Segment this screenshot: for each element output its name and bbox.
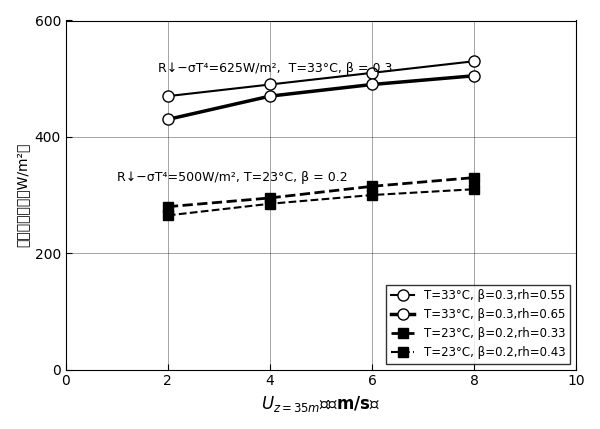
T=23°C, β=0.2,rh=0.33 bbox=[368, 184, 376, 189]
T=23°C, β=0.2,rh=0.43 bbox=[368, 193, 376, 198]
T=23°C, β=0.2,rh=0.33 bbox=[470, 175, 478, 180]
T=23°C, β=0.2,rh=0.43 bbox=[164, 213, 172, 218]
Line: T=33°C, β=0.3,rh=0.55: T=33°C, β=0.3,rh=0.55 bbox=[163, 56, 479, 102]
T=23°C, β=0.2,rh=0.43 bbox=[470, 187, 478, 192]
T=23°C, β=0.2,rh=0.33 bbox=[164, 204, 172, 209]
Line: T=33°C, β=0.3,rh=0.65: T=33°C, β=0.3,rh=0.65 bbox=[163, 70, 479, 125]
Y-axis label: 蒸散の潜熱　（W/m²）: 蒸散の潜熱 （W/m²） bbox=[15, 143, 29, 247]
T=23°C, β=0.2,rh=0.33 bbox=[266, 195, 274, 200]
T=33°C, β=0.3,rh=0.65 bbox=[470, 73, 478, 79]
Line: T=23°C, β=0.2,rh=0.43: T=23°C, β=0.2,rh=0.43 bbox=[163, 184, 479, 220]
T=33°C, β=0.3,rh=0.55 bbox=[164, 94, 172, 99]
X-axis label: $U_{z=35m}$　（m/s）: $U_{z=35m}$ （m/s） bbox=[262, 394, 380, 414]
T=33°C, β=0.3,rh=0.65 bbox=[164, 117, 172, 122]
T=23°C, β=0.2,rh=0.43 bbox=[266, 201, 274, 206]
Text: R↓−σT⁴=500W/m², T=23°C, β = 0.2: R↓−σT⁴=500W/m², T=23°C, β = 0.2 bbox=[117, 171, 347, 184]
Line: T=23°C, β=0.2,rh=0.33: T=23°C, β=0.2,rh=0.33 bbox=[163, 173, 479, 211]
Legend: T=33°C, β=0.3,rh=0.55, T=33°C, β=0.3,rh=0.65, T=23°C, β=0.2,rh=0.33, T=23°C, β=0: T=33°C, β=0.3,rh=0.55, T=33°C, β=0.3,rh=… bbox=[386, 284, 570, 364]
T=33°C, β=0.3,rh=0.55 bbox=[368, 70, 376, 76]
T=33°C, β=0.3,rh=0.55 bbox=[266, 82, 274, 87]
Text: R↓−σT⁴=625W/m²,  T=33°C, β = 0.3: R↓−σT⁴=625W/m², T=33°C, β = 0.3 bbox=[158, 62, 392, 76]
T=33°C, β=0.3,rh=0.55 bbox=[470, 59, 478, 64]
T=33°C, β=0.3,rh=0.65 bbox=[368, 82, 376, 87]
T=33°C, β=0.3,rh=0.65 bbox=[266, 94, 274, 99]
